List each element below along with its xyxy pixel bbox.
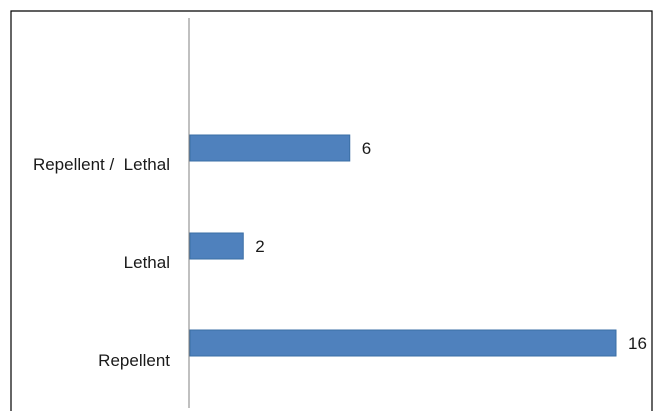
bars-group — [189, 134, 617, 357]
data-label-2: 16 — [628, 334, 647, 353]
bar-1 — [189, 232, 244, 260]
category-label-2: Repellent — [98, 351, 170, 370]
category-label-0: Repellent / Lethal — [33, 155, 170, 174]
data-label-1: 2 — [255, 237, 264, 256]
category-labels: Repellent / Lethal Lethal Repellent — [33, 155, 170, 370]
bar-0 — [189, 134, 351, 162]
data-label-0: 6 — [362, 139, 371, 158]
category-label-1: Lethal — [124, 253, 170, 272]
bar-2 — [189, 329, 617, 357]
chart-border — [10, 10, 653, 411]
data-labels: 6 2 16 — [255, 139, 647, 353]
